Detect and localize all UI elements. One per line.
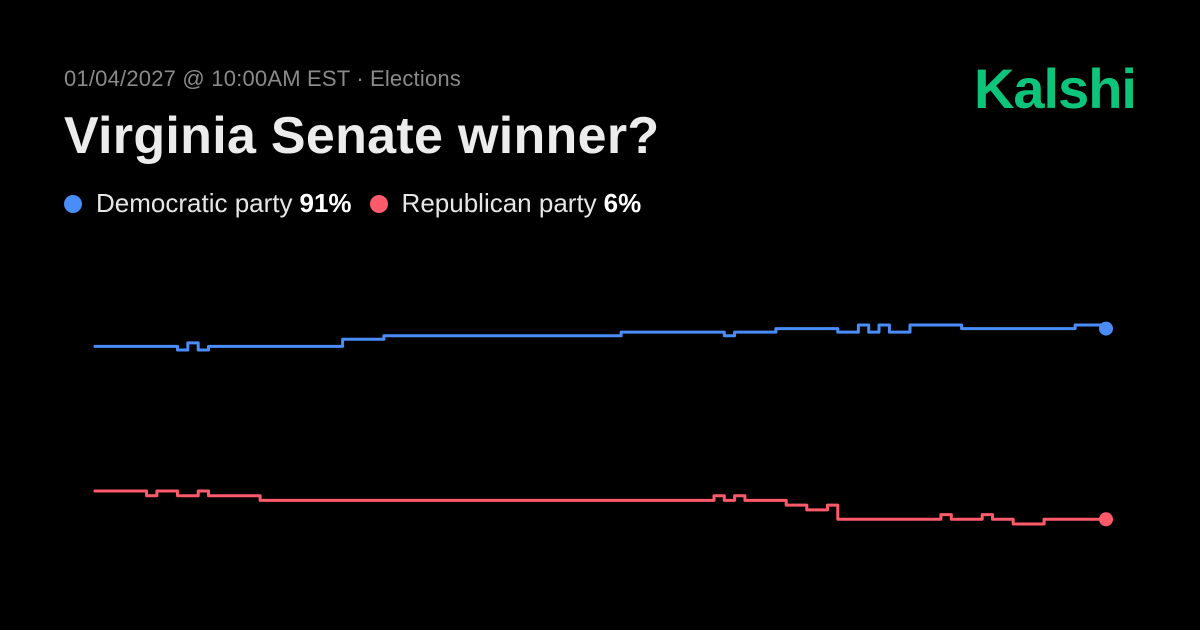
republican-dot-icon	[369, 194, 388, 213]
series-line-republican	[93, 489, 1108, 526]
market-meta: 01/04/2027 @ 10:00AM EST · Elections	[64, 66, 461, 92]
legend-item-democratic: Democratic party 91%	[64, 188, 352, 219]
brand-logo: Kalshi	[973, 57, 1137, 120]
series-endpoint-republican	[1099, 512, 1113, 527]
legend-item-republican: Republican party 6%	[369, 188, 642, 219]
legend-label-republican: Republican party	[401, 188, 597, 218]
market-category: Elections	[369, 66, 462, 91]
legend-value-democratic: 91%	[299, 188, 352, 218]
series-endpoint-democratic	[1099, 321, 1113, 336]
legend-label-democratic: Democratic party	[96, 188, 293, 218]
series-line-democratic	[93, 323, 1108, 352]
democratic-dot-icon	[64, 194, 82, 213]
chart-legend: Democratic party 91% Republican party 6%	[64, 188, 659, 219]
meta-separator: ·	[356, 66, 364, 91]
legend-value-republican: 6%	[603, 188, 642, 218]
market-title: Virginia Senate winner?	[64, 107, 660, 165]
market-datetime: 01/04/2027 @ 10:00AM EST	[64, 66, 351, 91]
